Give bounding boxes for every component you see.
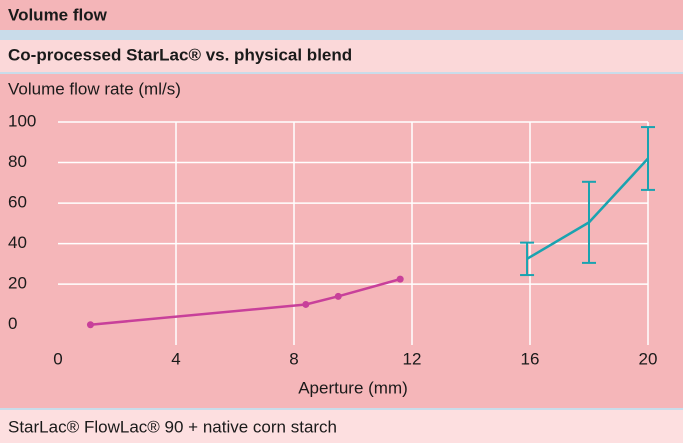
legend-entry: StarLac® [8,417,80,436]
data-point [86,321,94,329]
y-tick-label: 20 [8,274,27,293]
y-tick-label: 40 [8,233,27,252]
y-tick-label: 100 [8,111,36,130]
data-point [396,275,404,283]
data-point [334,292,342,300]
chart-title: Volume flow [8,5,108,24]
x-axis-label: Aperture (mm) [298,378,408,397]
x-tick-label: 12 [403,349,422,368]
y-tick-label: 80 [8,152,27,171]
data-point [302,300,310,308]
subtitle-bar [0,40,683,72]
y-tick-label: 0 [8,314,17,333]
data-line [90,277,401,326]
chart-subtitle: Co-processed StarLac® vs. physical blend [8,45,352,64]
y-tick-label: 60 [8,193,27,212]
x-tick-label: 8 [289,349,298,368]
legend-entry: FlowLac® 90 + native corn starch [84,417,337,436]
title-bar [0,0,683,30]
x-tick-label: 4 [171,349,180,368]
plot-panel [0,74,683,408]
x-tick-label: 20 [639,349,658,368]
x-tick-label: 16 [521,349,540,368]
y-axis-label: Volume flow rate (ml/s) [8,79,181,98]
legend-bar [0,410,683,443]
x-tick-label: 0 [53,349,62,368]
